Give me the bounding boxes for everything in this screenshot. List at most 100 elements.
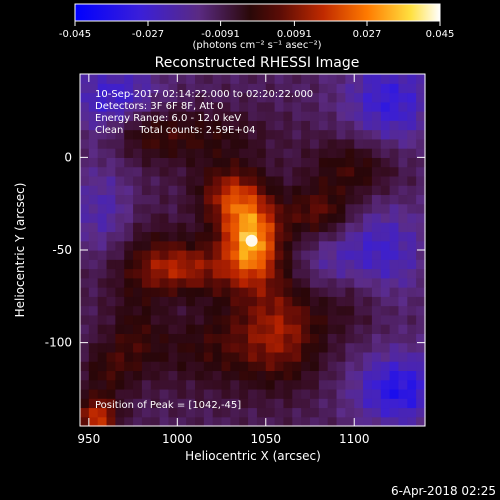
heatmap-cell [345,129,355,140]
heatmap-cell [80,212,90,223]
heatmap-cell [248,222,258,233]
heatmap-cell [97,268,108,279]
heatmap-cell [150,407,161,418]
heatmap-cell [115,379,125,390]
heatmap-cell [354,203,364,214]
y-tick-label: 0 [64,150,72,164]
heatmap-cell [310,314,320,325]
heatmap-cell [124,111,134,121]
heatmap-cell [88,185,99,196]
heatmap-cell [318,287,329,297]
heatmap-cell [133,268,143,279]
heatmap-cell [274,194,285,205]
heatmap-cell [256,287,267,297]
heatmap-cell [318,138,329,149]
heatmap-cell [141,231,152,242]
heatmap-cell [371,231,382,242]
heatmap-cell [345,259,355,270]
heatmap-cell [124,166,134,177]
heatmap-cell [195,305,205,316]
heatmap-cell [310,111,320,121]
heatmap-cell [363,185,373,196]
heatmap-cell [310,175,320,186]
heatmap-cell [212,212,223,223]
heatmap-cell [141,222,152,233]
heatmap-cell [106,324,116,334]
heatmap-cell [318,250,329,260]
heatmap-cell [283,92,293,103]
heatmap-cell [195,407,205,418]
heatmap-cell [203,231,214,242]
heatmap-cell [97,138,108,149]
heatmap-cell [389,185,400,196]
heatmap-cell [177,305,187,316]
heatmap-cell [301,231,311,242]
heatmap-cell [363,361,373,372]
heatmap-cell [141,120,152,131]
heatmap-cell [133,324,143,334]
heatmap-cell [230,287,240,297]
heatmap-cell [407,212,417,223]
heatmap-cell [212,120,223,131]
heatmap-cell [301,407,311,418]
heatmap-cell [124,101,134,112]
heatmap-cell [133,277,143,288]
heatmap-cell [212,129,223,140]
heatmap-cell [221,361,231,372]
heatmap-cell [115,222,125,233]
heatmap-cell [274,361,285,372]
heatmap-cell [150,296,161,307]
heatmap-cell [301,398,311,409]
heatmap-cell [88,342,99,353]
heatmap-cell [416,166,426,177]
heatmap-cell [336,324,346,334]
heatmap-cell [239,333,249,344]
heatmap-cell [97,83,108,94]
heatmap-cell [133,305,143,316]
heatmap-cell [150,194,161,205]
heatmap-cell [230,101,240,112]
heatmap-cell [177,138,187,149]
heatmap-cell [80,416,90,427]
heatmap-cell [389,148,400,158]
heatmap-cell [177,259,187,270]
heatmap-cell [354,138,364,149]
heatmap-cell [256,83,267,94]
heatmap-cell [256,277,267,288]
heatmap-cell [212,203,223,214]
heatmap-cell [150,120,161,131]
heatmap-cell [345,231,355,242]
heatmap-cell [371,120,382,131]
heatmap-cell [248,407,258,418]
heatmap-cell [177,398,187,409]
heatmap-cell [195,222,205,233]
heatmap-cell [380,277,391,288]
heatmap-cell [97,148,108,158]
heatmap-cell [354,416,364,427]
heatmap-cell [97,166,108,177]
heatmap-cell [195,231,205,242]
heatmap-cell [239,296,249,307]
peak-core [245,234,258,247]
heatmap-cell [327,324,338,334]
heatmap-cell [274,268,285,279]
heatmap-cell [186,407,196,418]
heatmap-cell [239,277,249,288]
heatmap-cell [124,129,134,140]
heatmap-cell [292,148,302,158]
heatmap-cell [150,277,161,288]
heatmap-cell [168,148,178,158]
heatmap-cell [256,92,267,103]
heatmap-cell [115,287,125,297]
heatmap-cell [124,305,134,316]
heatmap-cell [150,83,161,94]
heatmap-cell [416,157,426,168]
heatmap-cell [177,129,187,140]
heatmap-cell [239,138,249,149]
heatmap-cell [195,379,205,390]
heatmap-cell [97,314,108,325]
heatmap-cell [186,250,196,260]
heatmap-cell [265,398,276,409]
heatmap-cell [327,240,338,251]
heatmap-cell [398,268,408,279]
